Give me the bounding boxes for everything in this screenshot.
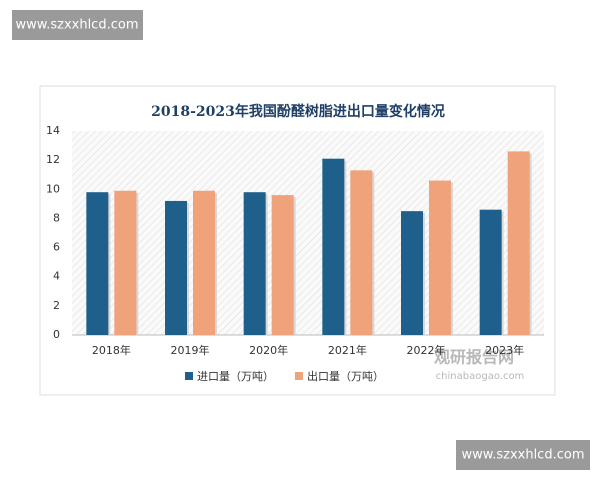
y-tick-label: 2 [53,299,60,312]
x-tick-label: 2019年 [171,343,210,357]
x-tick-label: 2018年 [92,343,131,357]
y-tick-label: 12 [46,153,60,166]
legend: 进口量（万吨） 出口量（万吨） [185,369,384,383]
bar [479,209,502,335]
bar [429,180,451,335]
legend-swatch [295,372,303,380]
watermark-box [456,440,590,470]
legend-label: 进口量（万吨） [197,370,274,383]
logo-url: chinabaogao.com [436,371,525,382]
y-tick-label: 0 [53,328,60,341]
watermark: www.szxxhlcd.com [462,448,585,463]
bar [86,192,109,335]
logo-name: 观研报告网 [434,348,514,367]
y-tick-label: 14 [46,124,60,137]
legend-swatch [185,372,193,380]
bar [401,211,423,335]
x-tick-label: 2023年 [485,343,524,357]
x-tick-label: 2021年 [328,343,367,357]
watermark: www.szxxhlcd.com [16,18,139,33]
y-tick-label: 10 [46,182,60,195]
chart-title: 2018-2023年我国酚醛树脂进出口量变化情况 [151,103,445,120]
legend-label: 出口量（万吨） [307,369,384,383]
bar [271,195,294,335]
y-tick-label: 8 [53,211,60,224]
bar [165,200,187,335]
bar [243,192,266,335]
bar [507,151,530,335]
x-tick-label: 2020年 [249,343,288,357]
bar [193,190,215,335]
bar [350,170,373,335]
bar [322,158,345,335]
y-tick-label: 4 [53,270,60,283]
watermark-box [12,10,143,40]
x-tick-label: 2022年 [407,343,446,357]
plot-area [72,131,544,335]
bar [114,190,137,335]
y-tick-label: 6 [53,241,60,254]
